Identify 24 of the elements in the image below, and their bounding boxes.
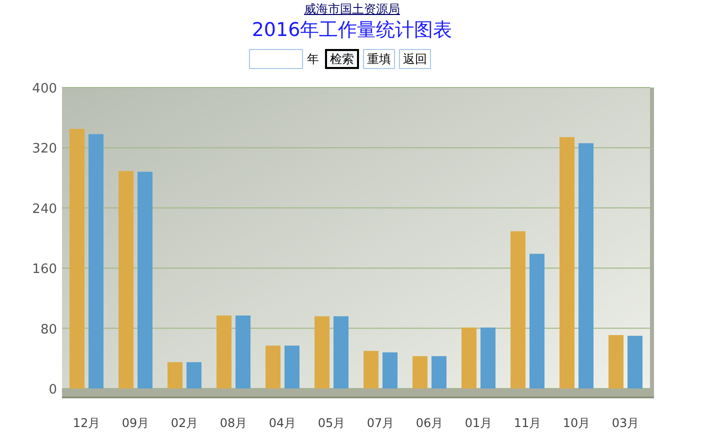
xtick: 09月: [122, 416, 150, 430]
annotation: 威海市国土资源局: [303, 1, 401, 18]
xtick: 07月: [366, 416, 394, 430]
ytick: 320: [32, 142, 57, 157]
xtick: 01月: [464, 416, 492, 430]
ytick: 240: [32, 202, 57, 217]
title: 2016年工作量统计图表: [250, 18, 454, 43]
annotation: 年: [307, 50, 319, 68]
ytick: 160: [32, 262, 57, 278]
xtick: 02月: [170, 416, 198, 430]
xtick: 12月: [72, 416, 100, 430]
annotation: 检索: [325, 49, 359, 69]
xtick: 05月: [318, 416, 346, 430]
xtick: 08月: [220, 416, 248, 430]
ytick: 0: [48, 382, 57, 398]
ytick: 80: [40, 322, 57, 338]
xtick: 11月: [514, 416, 542, 430]
xtick: 06月: [416, 416, 444, 430]
xtick: 10月: [562, 416, 590, 430]
annotation: 返回: [399, 49, 431, 69]
annotation: 重填: [363, 49, 395, 69]
xtick: 03月: [612, 416, 640, 430]
xtick: 04月: [268, 416, 296, 430]
ytick: 400: [32, 82, 57, 96]
